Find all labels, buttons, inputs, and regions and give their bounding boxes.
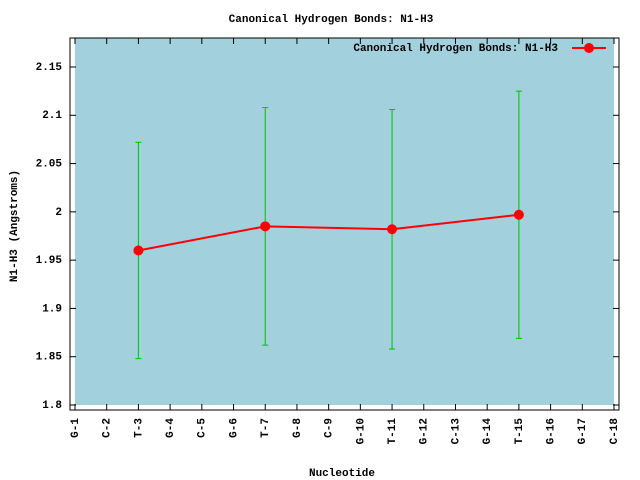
- legend-marker: [584, 43, 594, 53]
- x-tick-label: T-11: [387, 418, 399, 445]
- x-tick-label: C-2: [102, 418, 114, 438]
- y-axis-label: N1-H3 (Angstroms): [9, 170, 21, 282]
- x-tick-label: G-1: [70, 418, 82, 438]
- x-tick-label: G-10: [355, 418, 367, 444]
- x-tick-label: G-8: [292, 418, 304, 438]
- series-line: [138, 213, 519, 252]
- x-tick-label: G-12: [419, 418, 431, 444]
- y-tick-label: 1.85: [36, 352, 63, 364]
- y-tick-label: 1.95: [36, 255, 63, 267]
- x-tick-label: G-16: [545, 418, 557, 444]
- y-tick-label: 2.05: [36, 158, 63, 170]
- x-tick-label: C-18: [609, 418, 621, 445]
- x-tick-label: C-13: [450, 418, 462, 445]
- x-tick-label: G-14: [482, 418, 494, 445]
- legend-label: Canonical Hydrogen Bonds: N1-H3: [353, 43, 558, 55]
- x-tick-label: T-3: [133, 418, 145, 438]
- y-tick-label: 2.15: [36, 62, 63, 74]
- x-tick-label: T-7: [260, 418, 272, 438]
- chart-title: Canonical Hydrogen Bonds: N1-H3: [229, 14, 434, 26]
- x-tick-label: C-9: [324, 418, 336, 438]
- y-tick-label: 1.8: [42, 400, 62, 412]
- point: [387, 224, 398, 235]
- x-tick-label: C-5: [197, 418, 209, 438]
- y-tick-label: 2: [55, 207, 62, 219]
- x-tick-label: G-6: [228, 418, 240, 438]
- plot-frame: [69, 37, 620, 411]
- x-tick-label: T-15: [514, 418, 526, 445]
- x-tick-label: G-4: [165, 418, 177, 438]
- y-tick-label: 1.9: [42, 303, 62, 315]
- x-tick-label: G-17: [577, 418, 589, 444]
- point: [513, 209, 524, 220]
- plot-fill: [75, 38, 614, 406]
- y-tick-label: 2.1: [42, 110, 62, 122]
- point: [133, 245, 144, 256]
- x-axis-label: Nucleotide: [309, 468, 375, 480]
- point: [260, 221, 271, 232]
